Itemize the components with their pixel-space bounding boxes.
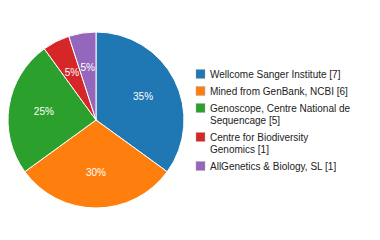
pie-slice [8,49,96,172]
legend-item: Centre for BiodiversityGenomics [1] [196,132,308,155]
legend-swatch [196,87,205,96]
data-label: 5% [65,67,80,78]
chart: 35% 30% 25% 5%5% Wellcome Sanger Institute [… [0,0,380,240]
data-label: 30% [86,167,106,178]
legend-label: Genoscope, Centre National deSequencage … [210,103,351,126]
data-labels: 35% 30% 25% 5%5% [34,62,153,178]
legend-label: AllGenetics & Biology, SL [1] [210,161,336,172]
data-label: 35% [133,91,153,102]
legend-swatch [196,162,205,171]
legend-swatch [196,104,205,113]
pie [8,32,184,208]
legend: Wellcome Sanger Institute [7] Mined from … [196,69,351,172]
data-label: 5% [81,62,96,73]
legend-label: Wellcome Sanger Institute [7] [210,69,341,80]
legend-item: Genoscope, Centre National deSequencage … [196,103,351,126]
legend-item: AllGenetics & Biology, SL [1] [196,161,336,172]
legend-label: Centre for BiodiversityGenomics [1] [210,132,308,155]
legend-item: Wellcome Sanger Institute [7] [196,69,341,80]
legend-label: Mined from GenBank, NCBI [6] [210,86,348,97]
legend-swatch [196,133,205,142]
legend-swatch [196,70,205,79]
data-label: 25% [34,106,54,117]
legend-item: Mined from GenBank, NCBI [6] [196,86,348,97]
